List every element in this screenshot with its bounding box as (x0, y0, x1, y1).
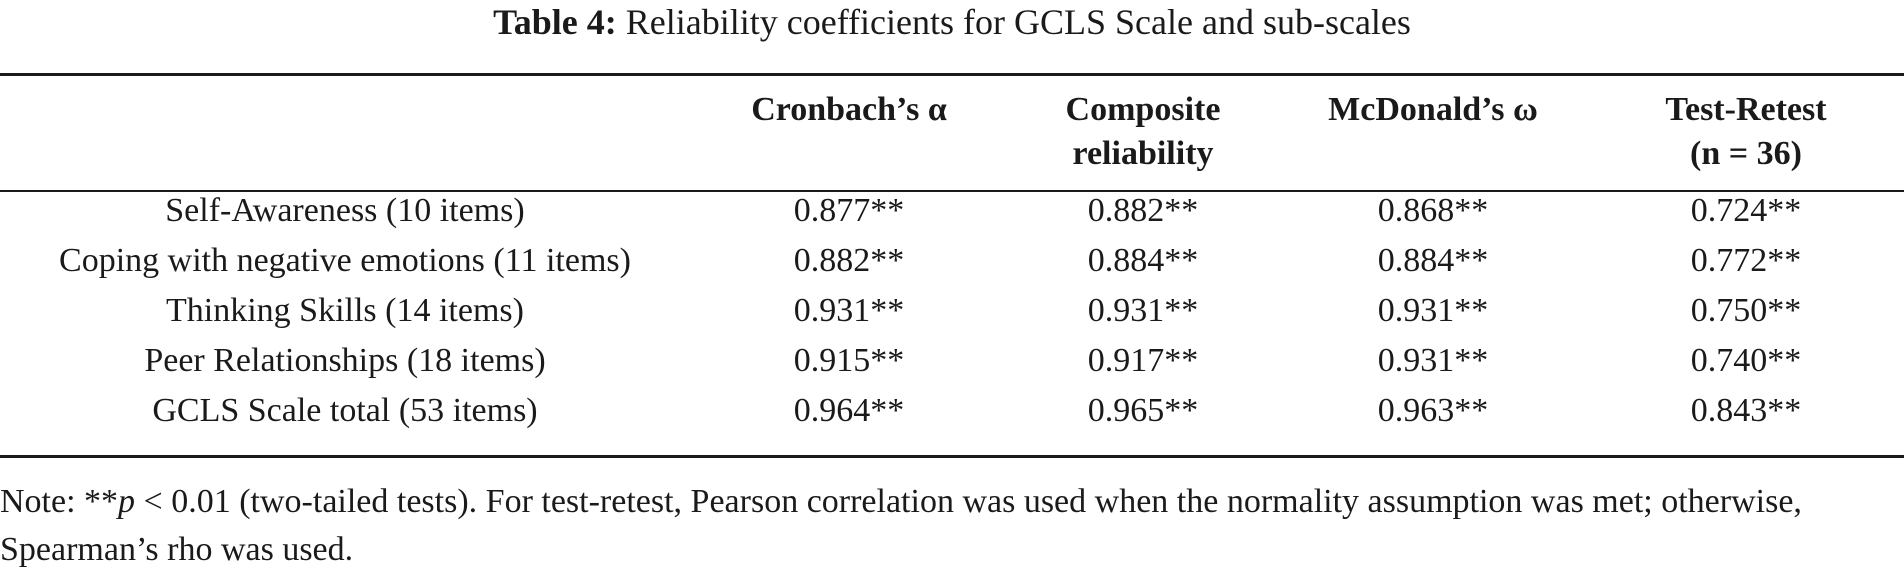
top-rule (0, 73, 1904, 76)
note-prefix: Note: ** (0, 483, 119, 520)
cell-value: 0.882** (793, 242, 905, 279)
cell-value: 0.917** (1087, 342, 1199, 379)
note-text: < 0.01 (two-tailed tests). For test-rete… (0, 483, 1802, 568)
row-label: Coping with negative emotions (11 items) (59, 242, 631, 279)
cell-value: 0.868** (1377, 192, 1489, 229)
cell-value: 0.884** (1377, 242, 1489, 279)
cell-value: 0.931** (1377, 342, 1489, 379)
cell-value: 0.877** (793, 192, 905, 229)
reliability-table: Cronbach’s α Composite reliability McDon… (0, 76, 1904, 436)
table-caption: Table 4: Reliability coefficients for GC… (0, 0, 1904, 44)
table-row: GCLS Scale total (53 items) 0.964** 0.96… (0, 386, 1904, 436)
bottom-rule (0, 455, 1904, 458)
table-row: Thinking Skills (14 items) 0.931** 0.931… (0, 286, 1904, 336)
cell-value: 0.915** (793, 342, 905, 379)
row-label: Self-Awareness (10 items) (165, 192, 525, 229)
row-label: GCLS Scale total (53 items) (152, 392, 538, 429)
header-cell-test-retest: Test-Retest (n = 36) (1665, 91, 1827, 172)
cell-value: 0.750** (1690, 292, 1802, 329)
cell-value: 0.724** (1690, 192, 1802, 229)
table-row: Peer Relationships (18 items) 0.915** 0.… (0, 336, 1904, 386)
header-cell-mcdonald: McDonald’s ω (1328, 91, 1538, 128)
table-note: Note: **p < 0.01 (two-tailed tests). For… (0, 478, 1904, 574)
header-cell-empty (0, 76, 690, 178)
row-label: Peer Relationships (18 items) (144, 342, 546, 379)
caption-label: Table 4: (493, 2, 617, 42)
cell-value: 0.931** (1087, 292, 1199, 329)
header-row: Cronbach’s α Composite reliability McDon… (0, 76, 1904, 178)
header-cell-cronbach: Cronbach’s α (751, 91, 947, 128)
cell-value: 0.931** (793, 292, 905, 329)
cell-value: 0.882** (1087, 192, 1199, 229)
cell-value: 0.740** (1690, 342, 1802, 379)
caption-text: Reliability coefficients for GCLS Scale … (625, 2, 1411, 42)
cell-value: 0.843** (1690, 392, 1802, 429)
note-p-symbol: p (118, 483, 136, 520)
cell-value: 0.931** (1377, 292, 1489, 329)
cell-value: 0.884** (1087, 242, 1199, 279)
header-cell-composite: Composite reliability (1065, 91, 1221, 172)
cell-value: 0.963** (1377, 392, 1489, 429)
table-row: Self-Awareness (10 items) 0.877** 0.882*… (0, 178, 1904, 236)
cell-value: 0.965** (1087, 392, 1199, 429)
cell-value: 0.772** (1690, 242, 1802, 279)
cell-value: 0.964** (793, 392, 905, 429)
table-row: Coping with negative emotions (11 items)… (0, 236, 1904, 286)
row-label: Thinking Skills (14 items) (166, 292, 524, 329)
header-rule (0, 190, 1904, 192)
